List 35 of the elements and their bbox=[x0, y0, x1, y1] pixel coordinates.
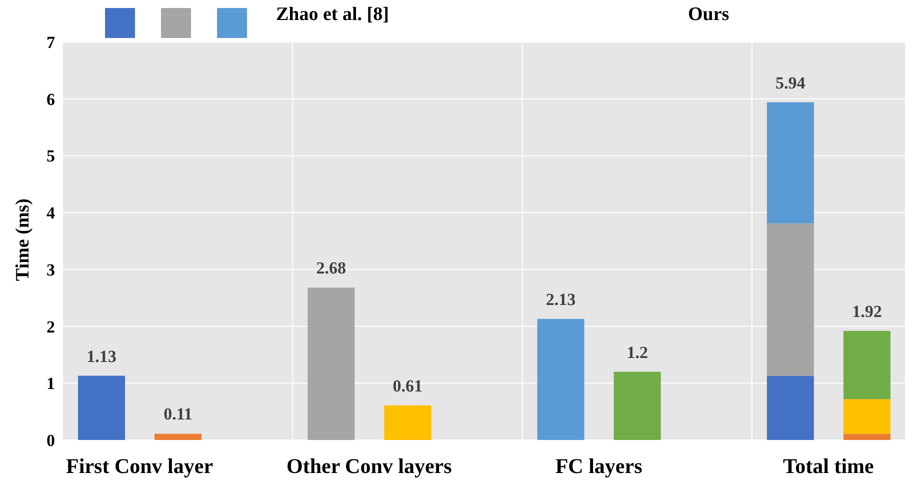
total-label: 5.94 bbox=[776, 73, 806, 92]
bar bbox=[384, 405, 432, 440]
bar bbox=[766, 376, 814, 440]
text: Ours bbox=[688, 4, 730, 26]
y-axis-title: Time (ms) bbox=[12, 198, 34, 281]
total-label: 2.68 bbox=[316, 258, 346, 278]
bar bbox=[308, 288, 355, 440]
y-tick-label: 7 bbox=[46, 33, 56, 52]
y-tick-label: 4 bbox=[46, 204, 56, 223]
bar bbox=[766, 102, 814, 224]
total-label: 0.61 bbox=[392, 376, 423, 396]
text: First Conv layer bbox=[66, 454, 214, 479]
y-tick-label: 2 bbox=[46, 317, 55, 336]
y-tick-label: 6 bbox=[46, 90, 55, 109]
bar bbox=[614, 372, 661, 440]
y-tick-label: 5 bbox=[46, 146, 55, 166]
total-label: 1.92 bbox=[852, 302, 882, 321]
bar bbox=[154, 434, 202, 440]
y-tick-label: 1 bbox=[46, 374, 55, 394]
text: Total time bbox=[783, 454, 874, 479]
bar bbox=[843, 434, 890, 440]
y-tick-label: 0 bbox=[46, 431, 55, 450]
bar bbox=[843, 399, 890, 434]
total-label: 0.11 bbox=[164, 404, 192, 424]
bar bbox=[78, 376, 125, 440]
text: Other Conv layers bbox=[286, 454, 452, 479]
bar bbox=[843, 330, 890, 400]
y-tick-label: 3 bbox=[46, 260, 55, 280]
total-label: 1.2 bbox=[626, 342, 648, 362]
bar bbox=[537, 318, 584, 440]
text: Zhao et al. [8] bbox=[276, 4, 389, 26]
total-label: 1.13 bbox=[86, 346, 116, 366]
bar bbox=[766, 223, 814, 376]
text: FC layers bbox=[555, 454, 642, 479]
total-label: 2.13 bbox=[546, 290, 576, 309]
